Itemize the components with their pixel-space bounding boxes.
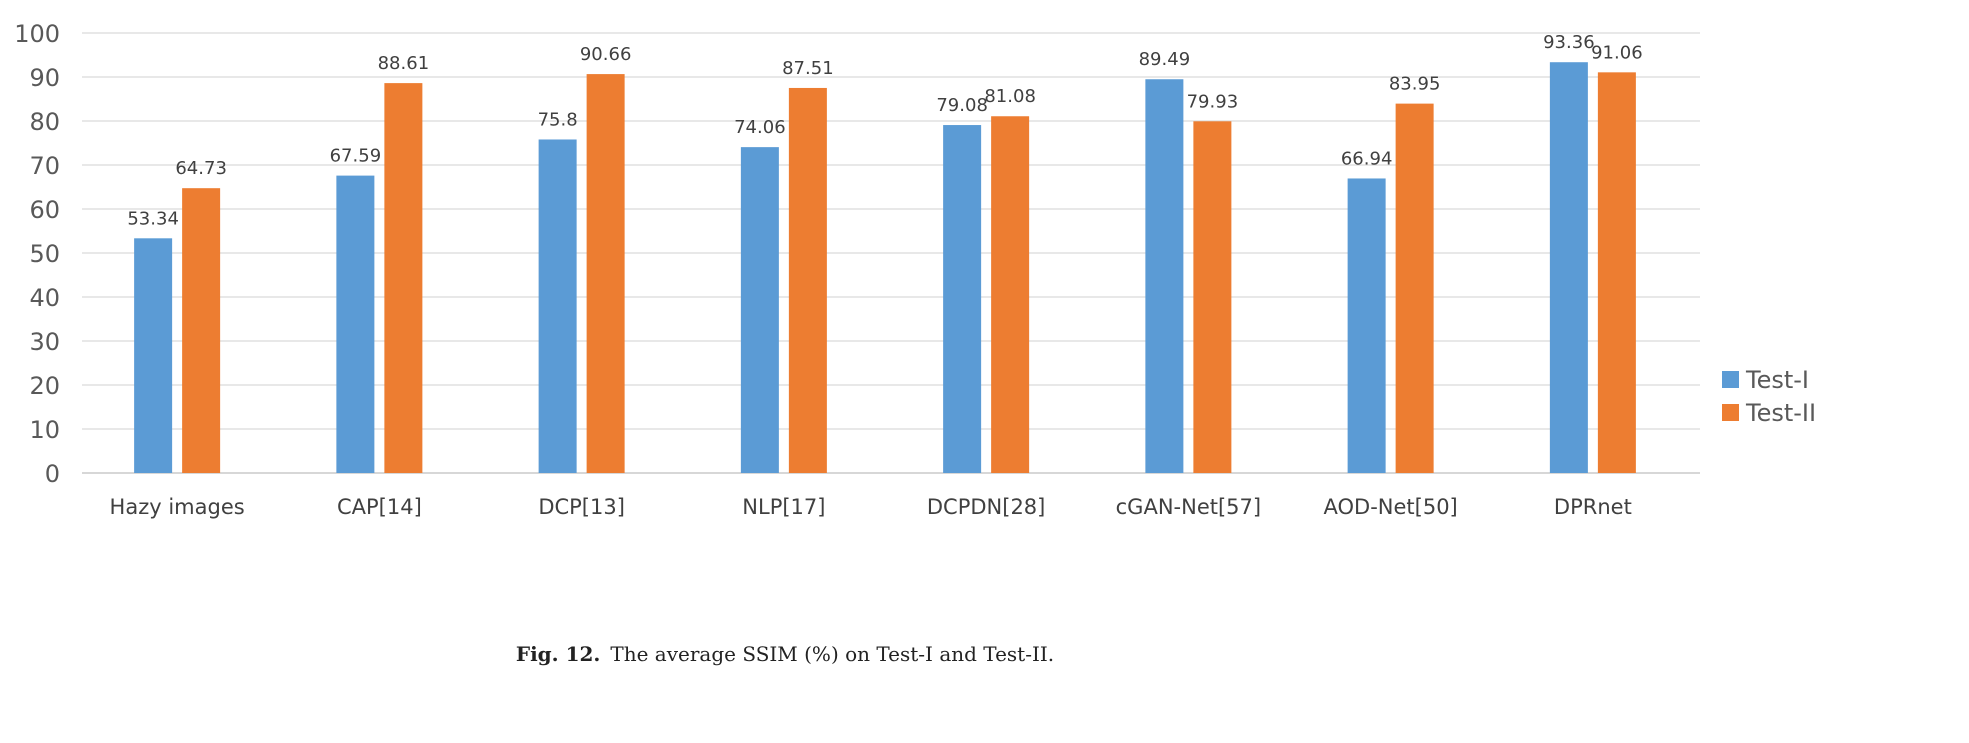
x-tick-label: AOD-Net[50] [1324,495,1458,519]
y-tick-label: 20 [29,372,60,400]
bar-test-ii [182,188,221,474]
data-label: 66.94 [1341,148,1393,169]
data-label: 83.95 [1389,74,1441,95]
legend-swatch [1722,371,1739,388]
bar-test-ii [991,116,1030,474]
data-label: 87.51 [782,58,834,79]
data-label: 79.08 [936,95,988,116]
data-label: 91.06 [1591,42,1643,63]
data-label: 93.36 [1543,32,1595,53]
bar-test-ii [1193,121,1232,474]
data-label: 81.08 [984,86,1036,107]
data-label: 67.59 [330,146,382,167]
bar-test-i [134,238,173,473]
x-tick-label: DPRnet [1554,495,1632,519]
legend-label: Test-I [1745,366,1809,394]
y-tick-label: 10 [29,416,60,444]
legend-swatch [1722,404,1739,421]
x-tick-label: CAP[14] [337,495,422,519]
y-tick-label: 70 [29,152,60,180]
legend-label: Test-II [1745,399,1816,427]
bar-test-ii [384,83,423,473]
bar-test-i [336,175,375,473]
bar-test-i [740,147,779,474]
bar-test-ii [1395,103,1434,474]
x-tick-label: NLP[17] [742,495,825,519]
bar-test-i [943,125,982,473]
y-tick-label: 80 [29,108,60,136]
y-tick-label: 60 [29,196,60,224]
data-label: 90.66 [580,44,632,65]
y-tick-label: 0 [45,460,60,488]
legend: Test-I Test-II [1722,366,1816,427]
gridlines [82,32,1700,474]
x-tick-label: cGAN-Net[57] [1116,495,1261,519]
bar-test-ii [1597,72,1636,473]
caption-label: Fig. 12. [515,642,601,666]
data-label: 53.34 [127,208,179,229]
bar-test-i [538,139,577,474]
figure-caption: Fig. 12. The average SSIM (%) on Test-I a… [0,642,1570,666]
x-tick-label: DCPDN[28] [927,495,1045,519]
data-label: 88.61 [378,53,430,74]
bars: 53.34 64.73 67.59 88.61 75.8 90.66 74.06 87.51 7… [127,32,1643,474]
data-label: 79.93 [1187,91,1239,112]
data-label: 89.49 [1139,49,1191,70]
bar-test-i [1347,178,1386,474]
y-tick-label: 30 [29,328,60,356]
caption-text: The average SSIM (%) on Test-I and Test-… [610,642,1055,666]
data-label: 75.8 [538,109,578,130]
bar-chart: 0 10 20 30 40 50 60 70 80 90 100 53.34 64.73 67.59 88… [14,20,1816,519]
data-label: 74.06 [734,117,786,138]
x-tick-label: DCP[13] [538,495,625,519]
y-tick-label: 100 [14,20,60,48]
y-axis-ticks: 0 10 20 30 40 50 60 70 80 90 100 [14,20,60,488]
y-tick-label: 40 [29,284,60,312]
bar-test-i [1145,79,1184,473]
bar-test-ii [788,87,827,474]
x-tick-label: Hazy images [110,495,245,519]
y-tick-label: 50 [29,240,60,268]
y-tick-label: 90 [29,64,60,92]
bar-test-i [1549,62,1588,473]
bar-test-ii [586,74,625,473]
data-label: 64.73 [175,158,227,179]
x-axis-labels: Hazy images CAP[14] DCP[13] NLP[17] DCPDN[28… [110,495,1632,519]
